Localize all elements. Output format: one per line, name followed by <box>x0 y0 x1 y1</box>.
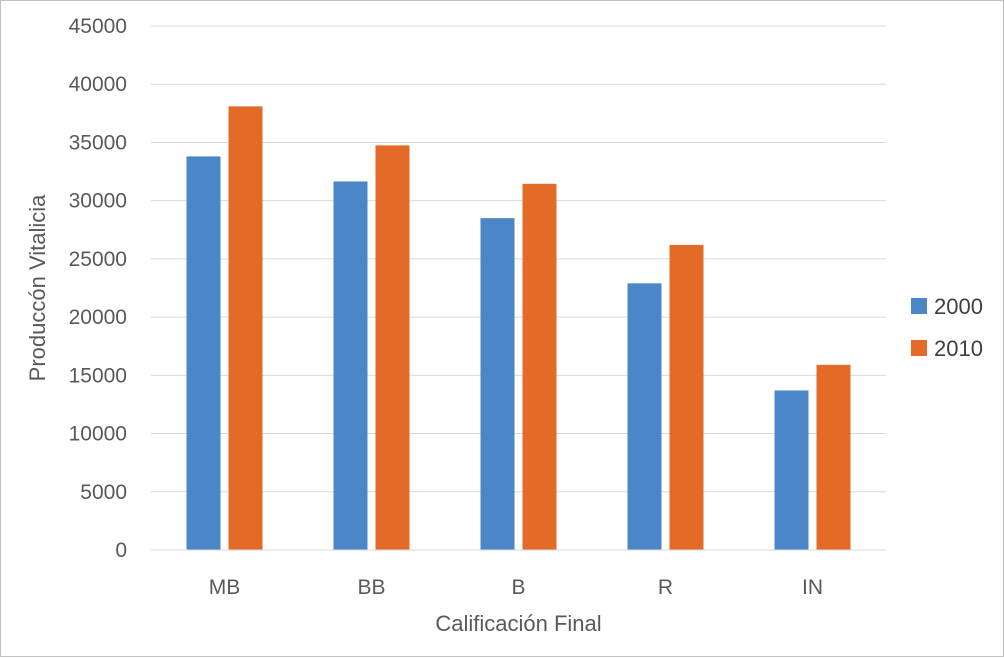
y-tick-label: 35000 <box>69 131 127 154</box>
legend-label-2000: 2000 <box>934 294 983 319</box>
y-tick-label: 45000 <box>69 15 127 38</box>
x-tick-label: B <box>511 576 525 599</box>
bar-2010-b <box>522 183 557 550</box>
y-tick-label: 40000 <box>69 73 127 96</box>
legend: 2000 2010 <box>911 294 983 361</box>
bar-2010-in <box>816 364 851 550</box>
x-tick-label: MB <box>209 576 241 599</box>
x-axis-ticks: MB BB B R IN <box>209 576 823 599</box>
legend-swatch-2000 <box>911 298 927 314</box>
y-tick-label: 15000 <box>69 364 127 387</box>
gridlines <box>151 25 886 493</box>
bars <box>186 106 851 550</box>
x-tick-label: BB <box>357 576 385 599</box>
y-tick-label: 25000 <box>69 248 127 271</box>
bar-2010-bb <box>375 145 410 550</box>
y-tick-label: 30000 <box>69 190 127 213</box>
y-tick-label: 20000 <box>69 306 127 329</box>
y-tick-label: 5000 <box>80 481 127 504</box>
bar-2000-bb <box>333 181 368 550</box>
legend-swatch-2010 <box>911 340 927 356</box>
bar-2000-b <box>480 218 515 550</box>
bar-2010-mb <box>228 106 263 550</box>
y-tick-label: 10000 <box>69 423 127 446</box>
bar-2000-r <box>627 283 662 550</box>
y-axis-ticks: 0 5000 10000 15000 20000 25000 30000 35000 40000… <box>69 15 127 562</box>
bar-2000-mb <box>186 156 221 550</box>
y-axis-title: Produccón Vitalicia <box>25 194 50 381</box>
bar-2000-in <box>774 390 809 550</box>
legend-label-2010: 2010 <box>934 336 983 361</box>
x-tick-label: R <box>658 576 673 599</box>
x-tick-label: IN <box>802 576 823 599</box>
y-tick-label: 0 <box>115 539 127 562</box>
bar-2010-r <box>669 244 704 550</box>
x-axis-title: Calificación Final <box>435 611 601 636</box>
